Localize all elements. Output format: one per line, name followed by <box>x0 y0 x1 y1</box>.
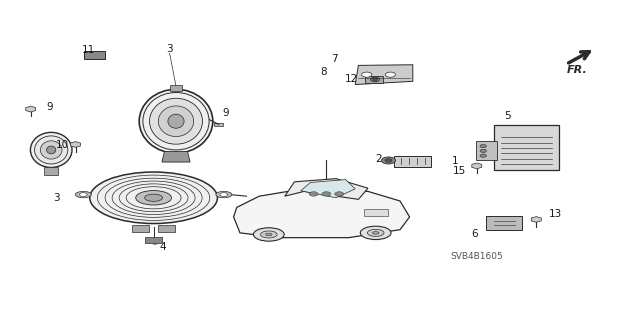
Ellipse shape <box>372 232 379 234</box>
Polygon shape <box>70 142 81 147</box>
Text: SVB4B1605: SVB4B1605 <box>451 252 503 261</box>
Circle shape <box>79 193 87 197</box>
Ellipse shape <box>76 191 92 198</box>
Circle shape <box>335 192 344 196</box>
Ellipse shape <box>168 114 184 128</box>
Text: 3: 3 <box>166 44 173 55</box>
Ellipse shape <box>140 89 212 153</box>
Text: 12: 12 <box>345 74 358 84</box>
Text: 9: 9 <box>222 108 228 118</box>
Polygon shape <box>26 106 36 112</box>
FancyBboxPatch shape <box>214 122 223 126</box>
Ellipse shape <box>260 231 277 238</box>
Polygon shape <box>162 152 190 162</box>
Ellipse shape <box>360 226 391 240</box>
Polygon shape <box>234 190 410 238</box>
FancyBboxPatch shape <box>494 125 559 170</box>
FancyBboxPatch shape <box>158 226 175 232</box>
Circle shape <box>480 145 486 148</box>
Ellipse shape <box>31 132 72 167</box>
Polygon shape <box>531 217 541 222</box>
Text: FR.: FR. <box>566 65 587 75</box>
Text: 10: 10 <box>56 140 69 150</box>
Text: 15: 15 <box>453 166 467 176</box>
Ellipse shape <box>150 98 202 144</box>
Ellipse shape <box>216 191 232 198</box>
Ellipse shape <box>40 141 62 159</box>
FancyBboxPatch shape <box>145 237 162 243</box>
Circle shape <box>372 78 378 81</box>
Text: 5: 5 <box>504 111 511 122</box>
Circle shape <box>322 192 331 196</box>
Text: 1: 1 <box>452 156 458 166</box>
Ellipse shape <box>158 106 194 137</box>
FancyBboxPatch shape <box>44 167 58 175</box>
Polygon shape <box>285 179 368 199</box>
FancyBboxPatch shape <box>365 76 383 83</box>
Text: 7: 7 <box>331 54 337 64</box>
Ellipse shape <box>90 172 218 224</box>
Text: 4: 4 <box>160 242 166 252</box>
Ellipse shape <box>47 146 56 154</box>
Ellipse shape <box>253 228 284 241</box>
Ellipse shape <box>145 194 163 201</box>
Circle shape <box>362 72 372 77</box>
FancyBboxPatch shape <box>132 226 149 232</box>
FancyBboxPatch shape <box>394 156 431 167</box>
Circle shape <box>385 159 392 162</box>
Polygon shape <box>472 163 482 169</box>
Circle shape <box>480 154 486 157</box>
Circle shape <box>381 157 396 164</box>
Text: 3: 3 <box>53 193 60 203</box>
Circle shape <box>371 77 380 82</box>
Ellipse shape <box>136 190 172 205</box>
Text: 11: 11 <box>81 45 95 56</box>
Polygon shape <box>301 180 355 198</box>
Text: 2: 2 <box>375 154 381 165</box>
Circle shape <box>385 72 396 77</box>
Ellipse shape <box>367 229 384 236</box>
Circle shape <box>220 193 228 197</box>
Ellipse shape <box>35 136 68 164</box>
FancyBboxPatch shape <box>486 216 522 230</box>
Text: 13: 13 <box>548 209 562 219</box>
Circle shape <box>309 192 318 196</box>
Circle shape <box>480 149 486 152</box>
Text: 9: 9 <box>46 102 52 112</box>
FancyBboxPatch shape <box>476 141 497 160</box>
Text: 8: 8 <box>320 67 326 78</box>
FancyBboxPatch shape <box>84 51 105 59</box>
Text: 6: 6 <box>471 229 477 240</box>
Polygon shape <box>355 65 413 85</box>
Ellipse shape <box>266 233 272 236</box>
FancyBboxPatch shape <box>170 85 182 91</box>
FancyBboxPatch shape <box>364 209 388 216</box>
